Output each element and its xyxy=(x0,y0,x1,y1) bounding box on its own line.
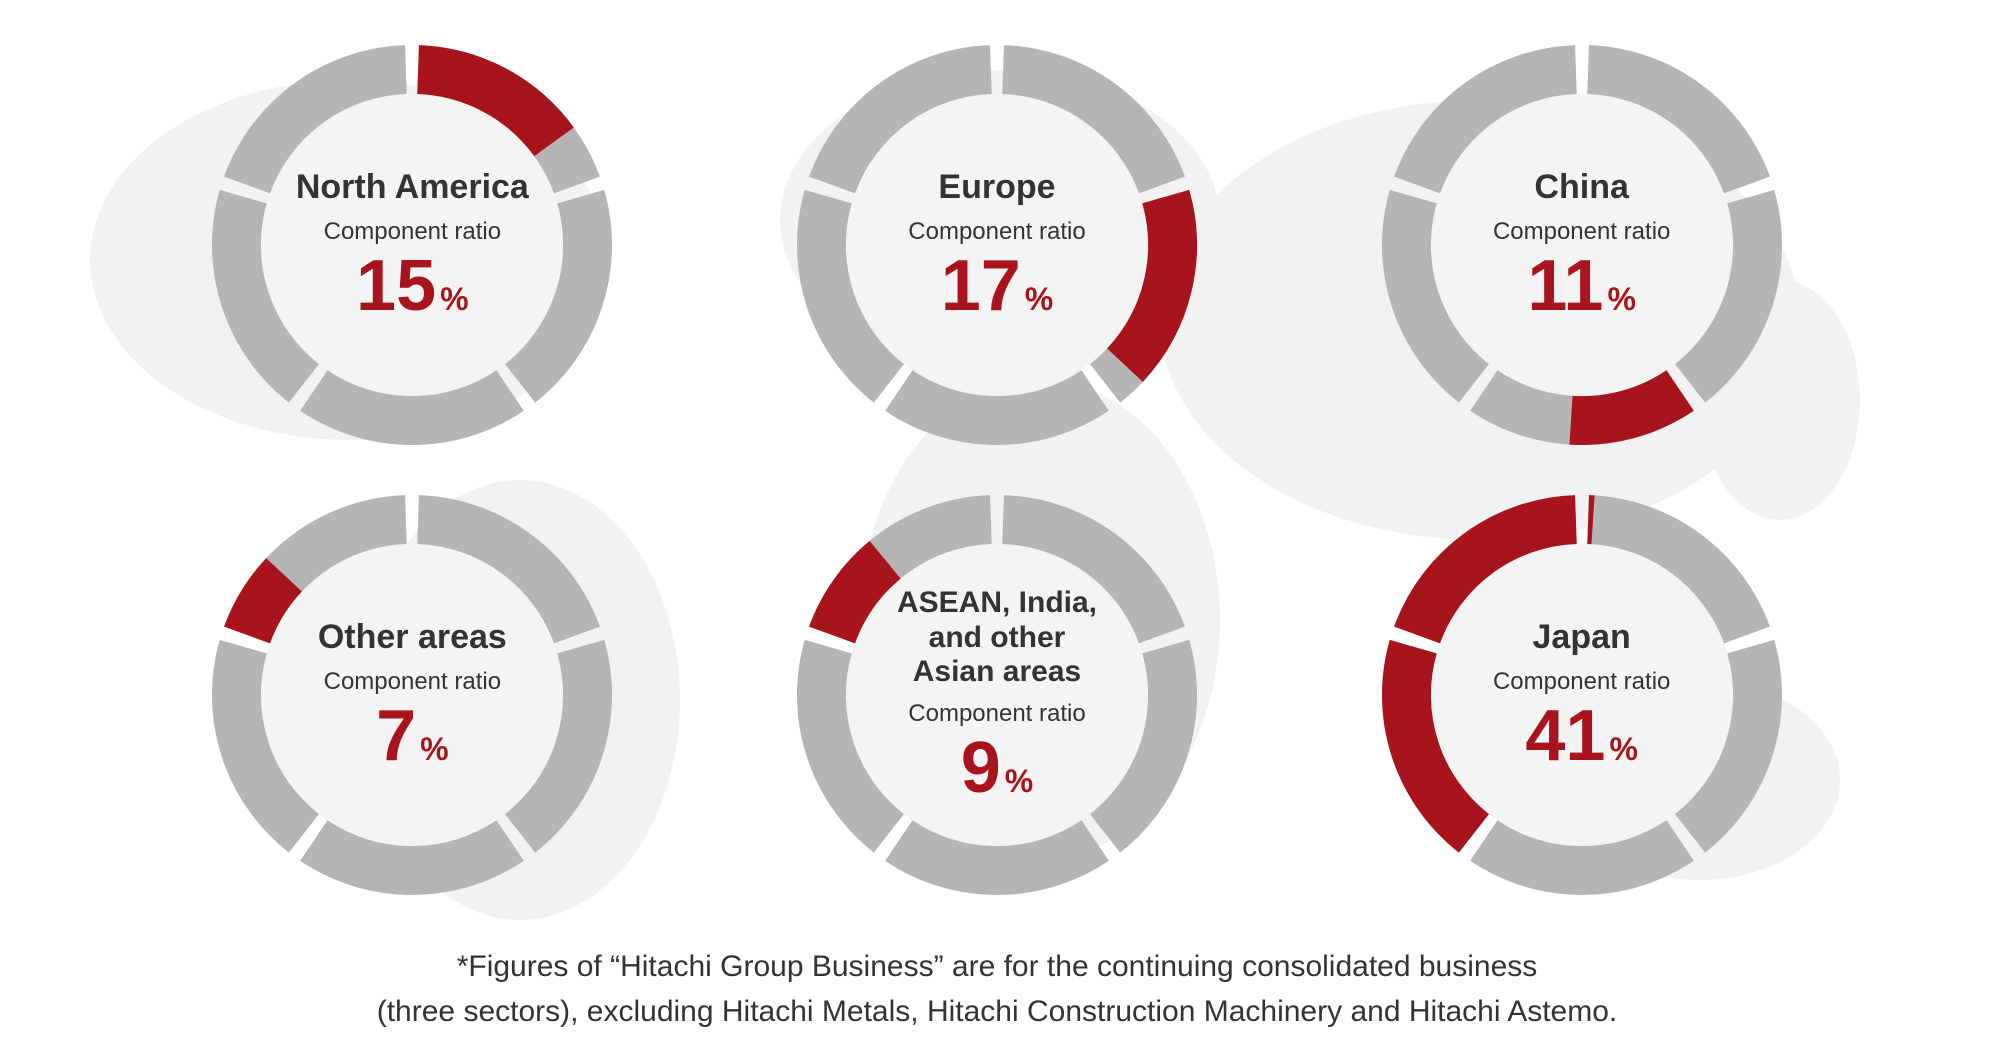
region-title: ASEAN, India,and otherAsian areas xyxy=(897,586,1097,690)
donut-cell: North AmericaComponent ratio15% xyxy=(180,40,645,450)
donut-wrap: ASEAN, India,and otherAsian areas Compone… xyxy=(797,495,1197,895)
footnote: *Figures of “Hitachi Group Business” are… xyxy=(0,944,1994,1034)
donut-center: North AmericaComponent ratio15% xyxy=(212,45,612,445)
ratio-number: 15 xyxy=(356,246,436,326)
region-title: Europe xyxy=(938,168,1055,207)
ratio-pct-symbol: % xyxy=(1025,281,1053,317)
ratio-number: 7 xyxy=(376,696,416,776)
ratio-value: 15% xyxy=(356,250,469,322)
ratio-number: 17 xyxy=(941,246,1021,326)
donut-center: EuropeComponent ratio17% xyxy=(797,45,1197,445)
donut-wrap: ChinaComponent ratio11% xyxy=(1382,45,1782,445)
donut-cell: Other areasComponent ratio7% xyxy=(180,490,645,900)
region-title: China xyxy=(1534,168,1628,207)
ratio-value: 7% xyxy=(376,700,449,772)
ratio-value: 11% xyxy=(1527,250,1636,322)
ratio-pct-symbol: % xyxy=(440,281,468,317)
region-title: Japan xyxy=(1533,618,1631,657)
donut-center: Other areasComponent ratio7% xyxy=(212,495,612,895)
donut-cell: EuropeComponent ratio17% xyxy=(765,40,1230,450)
donut-center: ASEAN, India,and otherAsian areas Compone… xyxy=(797,495,1197,895)
ratio-value: 9% xyxy=(961,732,1034,804)
donut-wrap: EuropeComponent ratio17% xyxy=(797,45,1197,445)
ratio-label: Component ratio xyxy=(908,700,1085,728)
ratio-label: Component ratio xyxy=(324,668,501,696)
donut-wrap: North AmericaComponent ratio15% xyxy=(212,45,612,445)
donut-cell: ChinaComponent ratio11% xyxy=(1349,40,1814,450)
donut-center: ChinaComponent ratio11% xyxy=(1382,45,1782,445)
ratio-number: 41 xyxy=(1525,696,1605,776)
donut-center: JapanComponent ratio41% xyxy=(1382,495,1782,895)
footnote-line: (three sectors), excluding Hitachi Metal… xyxy=(60,989,1934,1034)
donut-cell: ASEAN, India,and otherAsian areas Compone… xyxy=(765,490,1230,900)
ratio-label: Component ratio xyxy=(1493,668,1670,696)
ratio-pct-symbol: % xyxy=(1609,731,1637,767)
ratio-label: Component ratio xyxy=(1493,218,1670,246)
ratio-value: 41% xyxy=(1525,700,1638,772)
region-title: Other areas xyxy=(318,618,507,657)
region-title: North America xyxy=(296,168,529,207)
ratio-pct-symbol: % xyxy=(1607,281,1635,317)
donut-wrap: JapanComponent ratio41% xyxy=(1382,495,1782,895)
ratio-value: 17% xyxy=(941,250,1054,322)
donut-cell: JapanComponent ratio41% xyxy=(1349,490,1814,900)
ratio-pct-symbol: % xyxy=(1005,763,1033,799)
ratio-label: Component ratio xyxy=(324,218,501,246)
ratio-number: 9 xyxy=(961,728,1001,808)
footnote-line: *Figures of “Hitachi Group Business” are… xyxy=(60,944,1934,989)
donut-grid: North AmericaComponent ratio15%EuropeCom… xyxy=(0,0,1994,900)
ratio-pct-symbol: % xyxy=(420,731,448,767)
donut-wrap: Other areasComponent ratio7% xyxy=(212,495,612,895)
ratio-number: 11 xyxy=(1527,246,1603,326)
ratio-label: Component ratio xyxy=(908,218,1085,246)
